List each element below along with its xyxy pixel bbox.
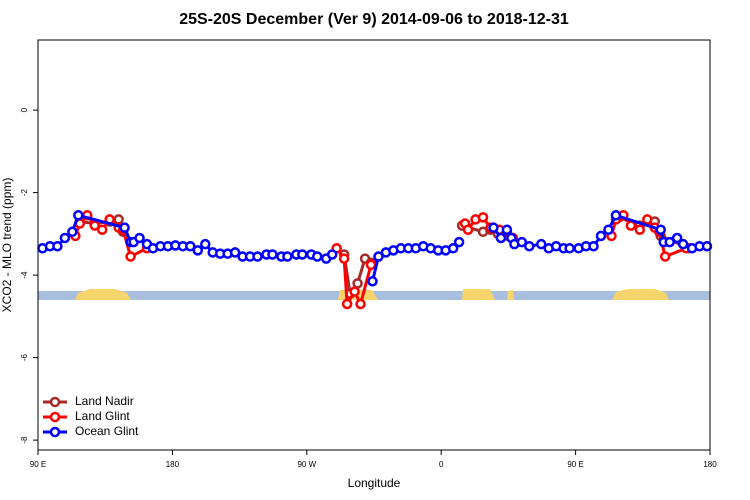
legend-label: Ocean Glint [75,424,139,438]
legend-label: Land Nadir [75,394,134,408]
legend-marker [49,396,61,408]
series-line [73,212,687,309]
x-tick-label: 90 E [567,460,583,469]
land-patch [507,290,514,300]
y-tick-label: 0 [20,107,29,112]
point [67,226,78,238]
point [536,238,547,250]
point [96,224,108,235]
point [134,232,145,244]
point [373,251,384,262]
x-tick-label: 90 E [30,460,46,469]
point [352,278,363,289]
point [564,243,575,254]
point [282,251,293,262]
point [462,224,474,235]
point [200,238,211,250]
point [125,251,136,262]
point [341,298,353,310]
point [655,224,666,235]
y-tick-label: -6 [20,354,29,362]
point [192,245,204,256]
point [252,251,263,262]
legend-label: Land Glint [75,409,130,423]
point [524,240,535,252]
point [349,286,360,297]
point [595,230,607,242]
point [495,232,507,244]
point [664,236,675,248]
point [229,247,241,258]
point [113,214,124,225]
point [677,238,689,250]
point [365,259,377,271]
point [516,236,528,248]
point [326,249,338,260]
chart-title: 25S-20S December (Ver 9) 2014-09-06 to 2… [179,11,569,28]
plot-area [37,210,713,310]
legend-marker [49,426,61,438]
point [642,214,653,225]
point [59,232,71,244]
point [267,249,278,260]
point [488,222,499,233]
y-tick-label: -4 [20,271,29,279]
point [603,224,614,235]
point [89,220,100,231]
point [312,251,323,262]
x-axis-label: Longitude [348,476,401,490]
point [52,240,63,252]
land-patch [75,289,131,300]
point [297,249,308,260]
point [625,220,637,231]
x-tick-label: 180 [703,460,717,469]
land-patch [462,289,495,300]
point [367,276,378,287]
legend-marker [49,411,61,423]
x-tick-label: 0 [439,460,444,469]
point [671,232,683,244]
point [501,224,513,235]
point [119,222,130,233]
y-axis-label: XCO2 - MLO trend (ppm) [0,178,14,313]
point [659,251,671,262]
y-tick-label: -8 [20,436,29,444]
point [610,210,622,221]
x-tick-label: 180 [166,460,180,469]
point [185,240,196,252]
point [634,224,646,235]
point [447,243,459,254]
point [453,236,465,248]
point [73,210,84,221]
point [588,240,599,252]
point [477,212,489,223]
point [355,298,366,310]
point [338,253,350,264]
point [701,240,713,252]
land-patch [612,289,669,300]
y-tick-label: -2 [20,189,29,197]
plot-frame [37,39,711,451]
x-tick-label: 90 W [297,460,316,469]
